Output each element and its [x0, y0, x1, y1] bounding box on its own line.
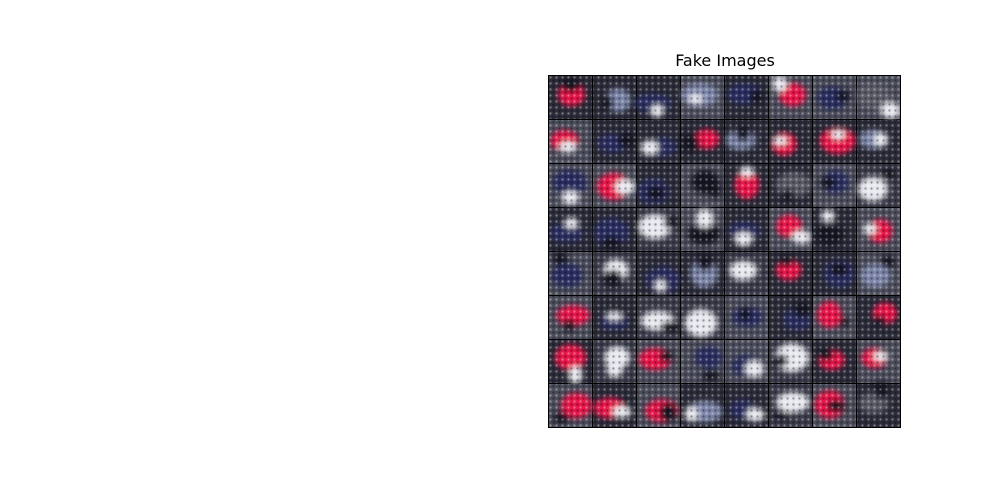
generated-image-tile	[593, 208, 636, 251]
generated-image-tile	[725, 120, 768, 163]
generated-image-tile	[857, 164, 900, 207]
generated-image-tile	[637, 296, 681, 339]
generated-image-tile	[637, 208, 680, 251]
generated-image-tile	[856, 76, 900, 119]
generated-image-tile	[637, 164, 680, 207]
generated-image-tile	[857, 208, 900, 251]
generated-image-tile	[813, 208, 856, 251]
generated-image-tile	[857, 296, 900, 339]
generated-image-tile	[681, 384, 724, 427]
generated-image-tile	[725, 384, 768, 427]
generated-image-tile	[725, 208, 768, 251]
generated-image-tile	[769, 340, 812, 383]
generated-image-tile	[549, 384, 592, 427]
figure-title: Fake Images	[675, 51, 775, 70]
generated-image-tile	[549, 164, 592, 207]
generated-image-tile	[593, 252, 636, 295]
generated-image-tile	[725, 164, 768, 207]
generated-image-tile	[549, 340, 592, 384]
generated-image-tile	[681, 252, 724, 295]
generated-image-tile	[769, 296, 812, 339]
generated-image-tile	[637, 340, 680, 383]
generated-image-tile	[725, 252, 768, 295]
generated-image-tile	[681, 164, 724, 207]
generated-image-tile	[857, 381, 900, 427]
generated-image-tile	[813, 296, 856, 339]
generated-image-tile	[637, 384, 680, 427]
generated-image-tile	[593, 164, 636, 207]
generated-image-tile	[769, 208, 812, 251]
generated-image-tile	[680, 120, 724, 163]
generated-image-tile	[549, 120, 592, 163]
generated-image-tile	[857, 252, 900, 295]
generated-image-tile	[813, 340, 856, 383]
generated-image-tile	[593, 384, 636, 427]
generated-image-tile	[634, 76, 680, 119]
generated-image-tile	[593, 296, 636, 339]
generated-image-tile	[813, 120, 856, 163]
generated-image-tile	[549, 251, 592, 295]
generated-image-tile	[769, 252, 812, 295]
generated-image-tile	[769, 164, 812, 207]
generated-image-tile	[681, 340, 724, 383]
generated-image-tile	[769, 384, 812, 427]
generated-image-tile	[681, 76, 724, 119]
generated-image-tile	[681, 208, 724, 251]
generated-image-tile	[725, 296, 768, 339]
generated-image-tile	[725, 76, 768, 119]
generated-image-tile	[769, 76, 812, 119]
generated-image-tile	[593, 76, 636, 119]
generated-image-tile	[813, 384, 856, 427]
generated-image-tile	[857, 120, 900, 163]
generated-image-tile	[813, 76, 856, 119]
generated-image-tile	[637, 120, 680, 163]
generated-image-tile	[593, 120, 637, 163]
generated-image-tile	[769, 120, 812, 163]
image-grid-svg	[549, 76, 900, 427]
generated-image-tile	[549, 76, 592, 119]
generated-image-tile	[637, 252, 681, 295]
generated-image-tile	[549, 208, 592, 251]
generated-image-tile	[813, 164, 856, 207]
generated-image-tile	[549, 296, 592, 339]
image-grid	[548, 75, 901, 428]
generated-image-tile	[593, 340, 636, 383]
generated-image-tile	[857, 340, 900, 383]
generated-image-tile	[725, 340, 768, 383]
generated-image-tile	[681, 296, 724, 339]
generated-image-tile	[813, 252, 856, 295]
